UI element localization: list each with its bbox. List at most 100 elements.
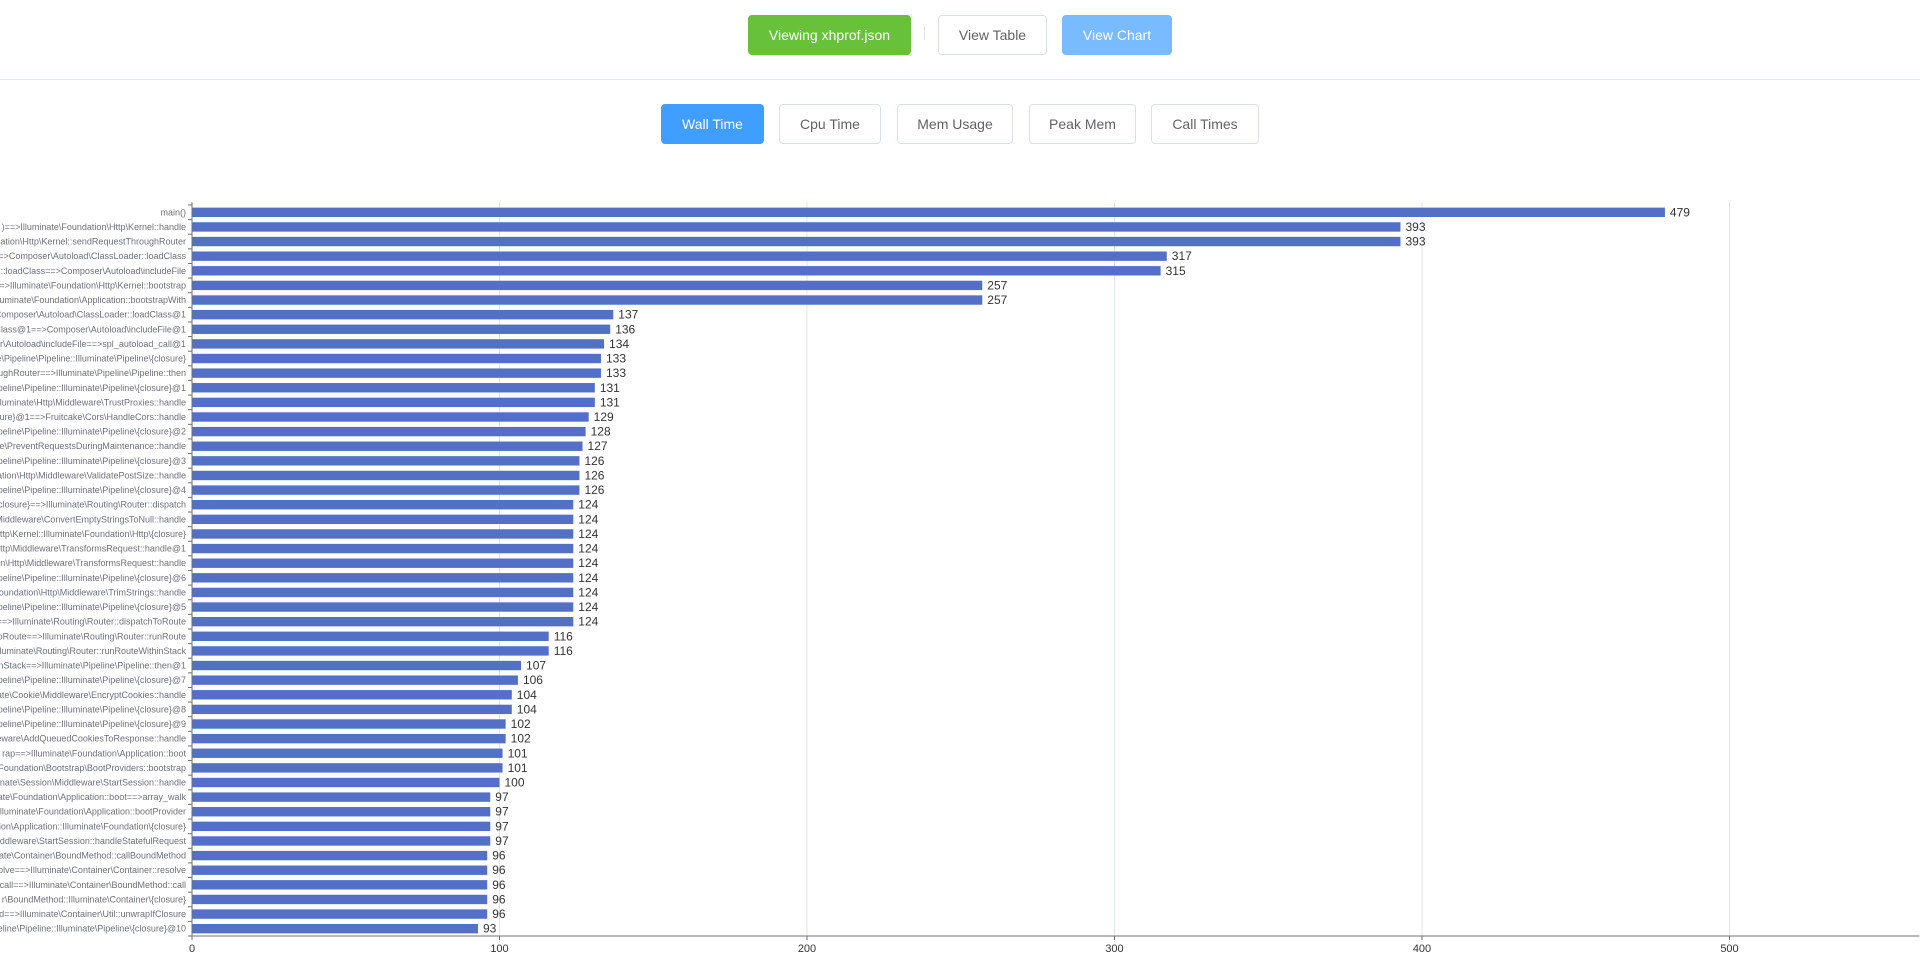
data-label: 116 (554, 629, 573, 643)
data-label: 127 (588, 439, 608, 453)
category-label: main() (160, 207, 186, 217)
data-label: 93 (483, 922, 497, 936)
category-label: closure}==>Illuminate\Routing\Router::di… (0, 500, 186, 510)
data-label: 393 (1405, 220, 1425, 234)
category-label: call==>Illuminate\Container\BoundMethod:… (0, 880, 186, 890)
category-label: ==>Composer\Autoload\ClassLoader::loadCl… (0, 251, 186, 261)
bar (192, 573, 574, 583)
bar (192, 704, 512, 715)
bar (192, 280, 983, 291)
bar (192, 909, 488, 919)
view-table-button[interactable]: View Table (938, 15, 1047, 55)
category-label: ion\Application::Illuminate\Foundation\{… (0, 821, 186, 831)
category-label: ate\Container\BoundMethod::callBoundMeth… (0, 851, 186, 861)
data-label: 96 (492, 863, 506, 877)
toolbar-divider (924, 26, 925, 40)
data-label: 393 (1405, 235, 1425, 249)
bar (192, 412, 589, 422)
data-label: 97 (495, 805, 509, 819)
x-tick-label: 300 (1105, 943, 1123, 955)
data-label: 97 (495, 834, 509, 848)
category-label: e\Pipeline\Pipeline::Illuminate\Pipeline… (0, 354, 186, 364)
data-label: 136 (615, 322, 635, 336)
data-label: 257 (987, 293, 1007, 307)
bar (192, 923, 478, 934)
bar (192, 397, 595, 408)
category-label: lluminate\Http\Middleware\TrustProxies::… (0, 397, 186, 407)
data-label: 97 (495, 819, 509, 833)
x-tick-label: 500 (1720, 943, 1738, 955)
viewing-file-button[interactable]: Viewing xhprof.json (748, 15, 911, 55)
bar (192, 690, 512, 700)
category-label: Middleware\ConvertEmptyStringsToNull::ha… (0, 514, 186, 524)
bar (192, 456, 580, 466)
data-label: 96 (492, 892, 506, 906)
category-label: rap==>Illuminate\Foundation\Application:… (2, 748, 186, 758)
view-chart-button[interactable]: View Chart (1062, 15, 1172, 55)
bar (192, 236, 1401, 247)
tab-wall-time[interactable]: Wall Time (661, 104, 764, 144)
data-label: 100 (505, 775, 525, 789)
category-label: uminate\Foundation\Application::bootstra… (0, 295, 186, 305)
category-label: ttp\Kernel::Illuminate\Foundation\Http\{… (0, 529, 186, 539)
category-label: dation\Http\Kernel::sendRequestThroughRo… (0, 237, 186, 247)
category-label: ipeline\Pipeline::Illuminate\Pipeline\{c… (0, 704, 186, 714)
tab-peak-mem[interactable]: Peak Mem (1029, 104, 1136, 144)
category-label: ==>Illuminate\Routing\Router::dispatchTo… (0, 617, 186, 627)
category-label: Illuminate\Routing\Router::runRouteWithi… (0, 646, 186, 656)
bar (192, 616, 574, 627)
category-label: ate\Foundation\Application::boot==>array… (0, 792, 186, 802)
data-label: 101 (508, 761, 528, 775)
category-label: Http\Middleware\TransformsRequest::handl… (0, 544, 186, 554)
bar (192, 558, 574, 568)
category-label: ipeline\Pipeline::Illuminate\Pipeline\{c… (0, 383, 186, 393)
tab-mem-usage[interactable]: Mem Usage (897, 104, 1013, 144)
data-label: 104 (517, 702, 537, 716)
wall-time-bar-chart: 0 100 200 300 400 500 main())==>Illuminate\Fou… (0, 202, 1920, 955)
data-label: 137 (618, 308, 638, 322)
data-label: 124 (578, 615, 598, 629)
tab-cpu-time[interactable]: Cpu Time (779, 104, 881, 144)
category-label: ::loadClass==>Composer\Autoload\includeF… (1, 266, 186, 276)
data-label: 133 (606, 352, 626, 366)
bar (192, 324, 611, 334)
bar (192, 850, 488, 861)
category-label: ipeline\Pipeline::Illuminate\Pipeline\{c… (0, 573, 186, 583)
category-label: ipeline\Pipeline::Illuminate\Pipeline\{c… (0, 675, 186, 685)
category-label: are\PreventRequestsDuringMaintenance::ha… (0, 441, 186, 451)
data-label: 96 (492, 878, 506, 892)
bar (192, 207, 1665, 218)
category-label: inStack==>Illuminate\Pipeline\Pipeline::… (0, 661, 186, 671)
category-label: oRoute==>Illuminate\Routing\Router::runR… (0, 631, 186, 641)
data-label: 257 (987, 278, 1007, 292)
bar (192, 251, 1167, 261)
category-label: lluminate\Foundation\Application::bootPr… (0, 807, 186, 817)
bar (192, 500, 574, 510)
bar (192, 353, 601, 364)
data-label: 102 (511, 732, 531, 746)
bar (192, 836, 491, 846)
data-label: 101 (508, 746, 528, 760)
bar (192, 880, 488, 890)
data-label: 134 (609, 337, 629, 351)
category-label: >Composer\Autoload\ClassLoader::loadClas… (0, 310, 186, 320)
category-label: ipeline\Pipeline::Illuminate\Pipeline\{c… (0, 485, 186, 495)
data-label: 126 (584, 454, 604, 468)
category-label: ldleware\AddQueuedCookiesToResponse::han… (0, 734, 186, 744)
category-label: d==>Illuminate\Container\Util::unwrapIfC… (0, 909, 186, 919)
category-label: ipeline\Pipeline::Illuminate\Pipeline\{c… (0, 427, 186, 437)
bar (192, 529, 574, 539)
data-label: 124 (578, 556, 598, 570)
data-label: 131 (600, 381, 620, 395)
tab-call-times[interactable]: Call Times (1151, 104, 1259, 144)
bar (192, 587, 574, 598)
metric-tabs: Wall Time Cpu Time Mem Usage Peak Mem Ca… (0, 104, 1920, 144)
bar (192, 631, 549, 641)
data-label: 96 (492, 849, 506, 863)
data-label: 129 (594, 410, 614, 424)
data-label: 124 (578, 542, 598, 556)
top-toolbar: Viewing xhprof.json View Table View Char… (0, 0, 1920, 80)
category-label: ipeline\Pipeline::Illuminate\Pipeline\{c… (0, 456, 186, 466)
data-label: 107 (526, 659, 546, 673)
data-label: 116 (554, 644, 573, 658)
